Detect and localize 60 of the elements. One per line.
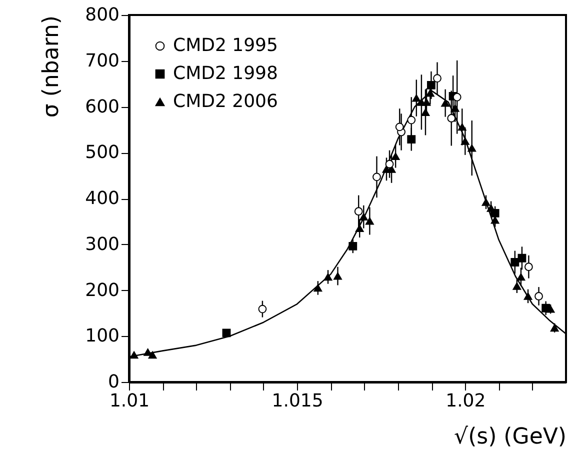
y-tick-label: 300: [85, 234, 120, 255]
y-tick-label: 0: [108, 372, 120, 392]
point: [372, 172, 381, 182]
point: [524, 292, 532, 300]
point: [510, 258, 520, 266]
point: [314, 284, 322, 292]
point: [258, 304, 267, 314]
point: [490, 208, 500, 218]
y-tick-label: 200: [85, 280, 120, 301]
point: [460, 137, 470, 145]
point: [458, 123, 466, 131]
point: [524, 262, 533, 272]
point: [348, 242, 358, 250]
point: [130, 351, 138, 359]
x-tick-label: 1.01: [109, 390, 150, 412]
y-tick-label: 700: [85, 50, 120, 72]
point: [421, 108, 430, 116]
point: [324, 273, 332, 281]
y-axis-title: σ (nbarn): [39, 16, 64, 118]
point: [550, 324, 559, 332]
point: [359, 213, 368, 221]
point: [490, 216, 500, 224]
point: [412, 94, 421, 102]
point: [407, 116, 416, 124]
point: [385, 160, 394, 168]
point: [417, 98, 426, 106]
point: [534, 292, 543, 300]
point: [433, 74, 442, 83]
x-tick-label: 1.02: [446, 390, 486, 412]
point: [512, 282, 522, 290]
point: [355, 224, 364, 232]
legend-label: CMD2 2006: [173, 91, 278, 112]
y-tick-label: 400: [85, 188, 120, 209]
point: [148, 351, 157, 359]
point: [441, 99, 450, 107]
point: [447, 114, 456, 122]
y-tick-label: 800: [85, 4, 120, 26]
point: [426, 80, 436, 90]
point: [354, 207, 363, 216]
point: [334, 272, 342, 280]
x-axis-title: √(s) (GeV): [454, 424, 566, 450]
legend-label: CMD2 1998: [173, 63, 278, 84]
x-tick-label: 1.015: [272, 390, 324, 412]
point: [452, 92, 462, 102]
legend-label: CMD2 1995: [173, 35, 278, 56]
point: [365, 217, 374, 225]
y-tick-label: 500: [85, 142, 120, 164]
point: [395, 122, 404, 132]
point: [468, 144, 476, 152]
point: [407, 135, 416, 144]
point: [516, 273, 526, 281]
point: [482, 198, 490, 206]
point: [382, 165, 391, 173]
point: [450, 104, 460, 112]
point: [518, 254, 526, 262]
point: [542, 304, 550, 312]
point: [391, 152, 400, 160]
y-tick-label: 600: [85, 96, 120, 118]
point: [222, 328, 231, 338]
y-tick-label: 100: [85, 326, 120, 347]
